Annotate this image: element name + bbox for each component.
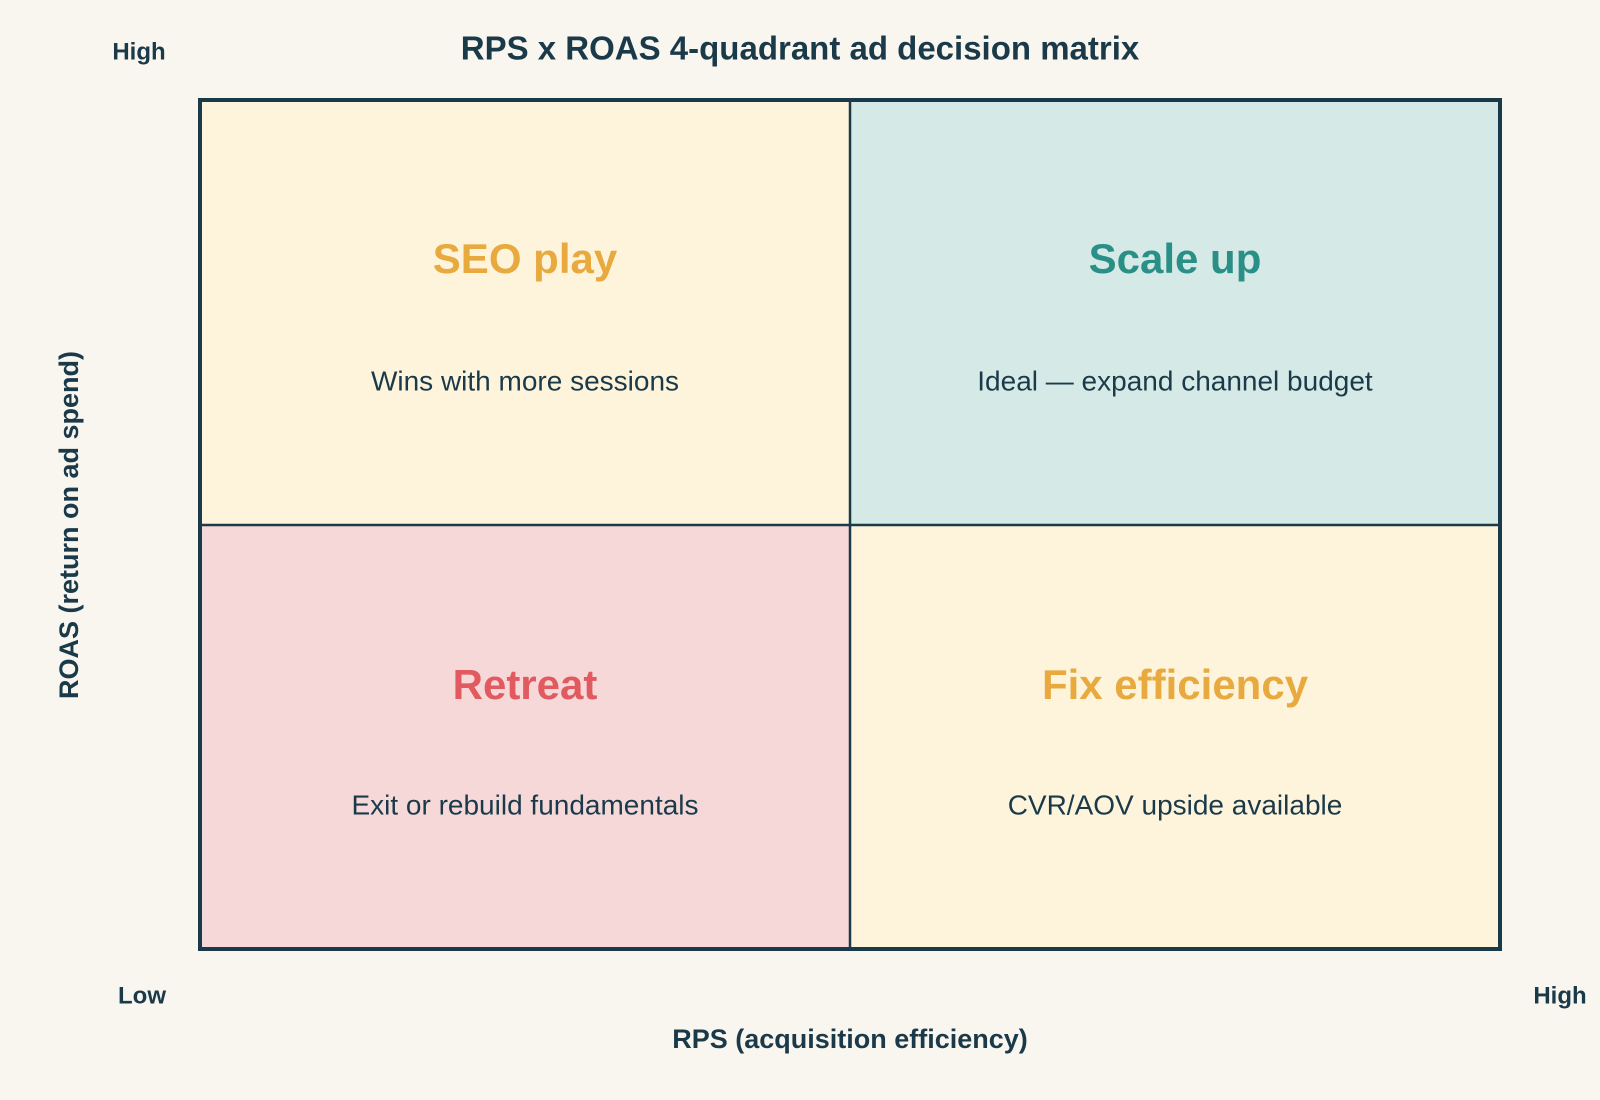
quadrant-title: Scale up [1089, 235, 1262, 282]
quadrant-bg [850, 525, 1500, 949]
title: RPS x ROAS 4-quadrant ad decision matrix [461, 30, 1140, 67]
quadrant-title: Retreat [453, 661, 598, 708]
quadrant-description: Ideal — expand channel budget [977, 365, 1373, 396]
quadrant-title: SEO play [433, 235, 618, 282]
quadrant-title: Fix efficiency [1042, 661, 1309, 708]
quadrant-bg [200, 100, 850, 525]
quadrant-bg [200, 525, 850, 949]
quadrant-description: Wins with more sessions [371, 365, 679, 396]
y-high-label: High [112, 38, 165, 65]
x-low-label: Low [118, 982, 166, 1009]
quadrant-description: Exit or rebuild fundamentals [351, 789, 698, 820]
y-axis-label: ROAS (return on ad spend) [54, 351, 84, 699]
x-axis-label: RPS (acquisition efficiency) [672, 1024, 1028, 1054]
quadrant-description: CVR/AOV upside available [1008, 789, 1343, 820]
x-high-label: High [1533, 982, 1586, 1009]
quadrant-bg [850, 100, 1500, 525]
matrix-border [198, 98, 1502, 951]
